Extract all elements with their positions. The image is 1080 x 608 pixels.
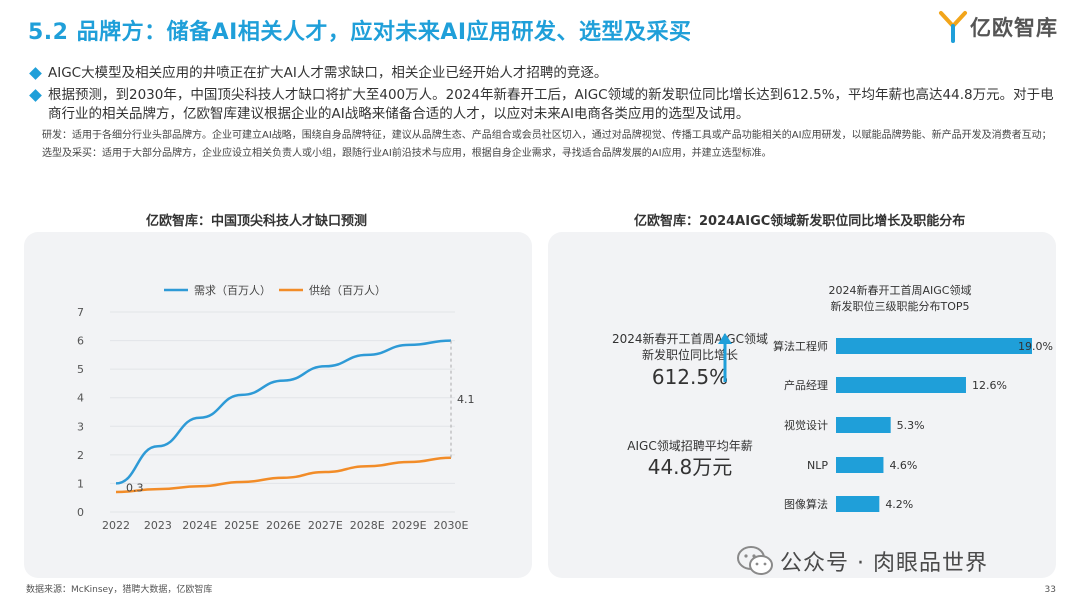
bar-value-label: 4.6% [889,459,917,472]
stat2-value: 44.8万元 [648,455,733,479]
stat1-label-line1: 2024新春开工首周AIGC领域 [612,331,768,346]
chart-legend: 需求（百万人） 供给（百万人） [164,283,386,297]
line-chart: 需求（百万人） 供给（百万人） 0 1 2 3 4 5 6 7 2022 2023 2024E 2025… [77,283,475,532]
bar-category-label: 图像算法 [784,497,828,511]
bar-chart-bars: 算法工程师 19.0% 产品经理 12.6% 视觉设计 5.3% NLP 4.6% 图像算法 4.… [773,338,1053,512]
bullet-list: AIGC大模型及相关应用的井喷正在扩大AI人才需求缺口，相关企业已经开始人才招聘… [29,64,1060,163]
x-tick-label: 2027E [308,519,343,532]
chart-axis: 0 1 2 3 4 5 6 7 2022 2023 2024E 2025E 2026E 2027E 2028… [77,306,469,532]
bar-chart-title-line1: 2024新春开工首周AIGC领域 [829,283,972,297]
note-rnd: 研发：适用于各细分行业头部品牌方。企业可建立AI战略，围绕自身品牌特征，建议从品… [42,130,1052,141]
bar-category-label: 算法工程师 [773,339,828,353]
logo-mark-icon [939,11,967,43]
bar [836,496,880,512]
annotation-label: 0.3 [126,482,144,495]
x-tick-label: 2028E [350,519,385,532]
x-tick-label: 2023 [144,519,172,532]
x-tick-label: 2025E [224,519,259,532]
bar-value-label: 4.2% [885,498,913,511]
page-title: 5.2 品牌方：储备AI相关人才，应对未来AI应用研发、选型及采买 [28,20,692,45]
left-panel-title: 亿欧智库：中国顶尖科技人才缺口预测 [146,214,368,229]
bullet-item: AIGC大模型及相关应用的井喷正在扩大AI人才需求缺口，相关企业已经开始人才招聘… [29,64,1060,83]
data-source: 数据来源：McKinsey，猎聘大数据，亿欧智库 [26,585,213,595]
bar [836,417,891,433]
x-tick-label: 2022 [102,519,130,532]
watermark-text: 公众号 · 肉眼品世界 [780,551,988,576]
bar-category-label: 产品经理 [784,378,828,392]
y-tick-label: 6 [77,335,84,348]
right-chart-panel: 2024新春开工首周AIGC领域 新发职位同比增长 612.5% AIGC领域招… [548,232,1056,578]
y-tick-label: 4 [77,392,84,405]
legend-label: 供给（百万人） [309,283,386,297]
left-chart-panel: 需求（百万人） 供给（百万人） 0 1 2 3 4 5 6 7 2022 2023 2024E 2025… [24,232,532,578]
note-selection: 选型及采买：适用于大部分品牌方，企业应设立相关负责人或小组，跟随行业AI前沿技术… [42,148,772,159]
legend-label: 需求（百万人） [194,284,271,297]
bar-chart-title-line2: 新发职位三级职能分布TOP5 [830,299,969,313]
up-arrow-icon [718,333,732,382]
bar-category-label: NLP [807,459,828,472]
bar [836,338,1032,354]
x-tick-label: 2029E [392,519,427,532]
y-tick-label: 2 [77,449,84,462]
chart-series [115,339,452,494]
stat1-label-line2: 新发职位同比增长 [642,347,738,362]
bar-value-label: 12.6% [972,379,1007,392]
x-tick-label: 2026E [266,519,301,532]
diamond-bullet-icon [29,67,42,80]
x-tick-label: 2030E [434,519,469,532]
bar-chart-panel: 2024新春开工首周AIGC领域 新发职位同比增长 612.5% AIGC领域招… [612,283,1053,512]
logo-text: 亿欧智库 [970,16,1058,40]
bullet-text: AIGC大模型及相关应用的井喷正在扩大AI人才需求缺口，相关企业已经开始人才招聘… [48,65,608,81]
y-tick-label: 7 [77,306,84,319]
bullet-text: 根据预测，到2030年，中国顶尖科技人才缺口将扩大至400万人。2024年新春开… [48,87,1054,122]
diamond-bullet-icon [29,89,42,102]
bar [836,377,966,393]
bar [836,457,884,473]
series-line-supply [115,456,452,494]
bullet-item: 根据预测，到2030年，中国顶尖科技人才缺口将扩大至400万人。2024年新春开… [29,86,1060,124]
stat2-label: AIGC领域招聘平均年薪 [627,439,752,453]
wechat-icon [737,546,773,575]
watermark: 公众号 · 肉眼品世界 [736,544,988,578]
y-tick-label: 0 [77,506,84,519]
bar-value-label: 19.0% [1018,340,1053,353]
y-tick-label: 1 [77,477,84,490]
series-line-demand [115,339,452,485]
stat1-value: 612.5% [652,365,728,389]
bar-value-label: 5.3% [897,419,925,432]
chart-annotations: 0.3 4.1 [126,340,475,495]
x-tick-label: 2024E [182,519,217,532]
annotation-label: 4.1 [457,393,475,406]
right-panel-title: 亿欧智库：2024AIGC领域新发职位同比增长及职能分布 [634,214,966,229]
brand-logo: 亿欧智库 [938,10,1058,44]
bar-category-label: 视觉设计 [784,418,828,432]
y-tick-label: 5 [77,363,84,376]
page-number: 33 [1044,585,1056,595]
y-tick-label: 3 [77,420,84,433]
